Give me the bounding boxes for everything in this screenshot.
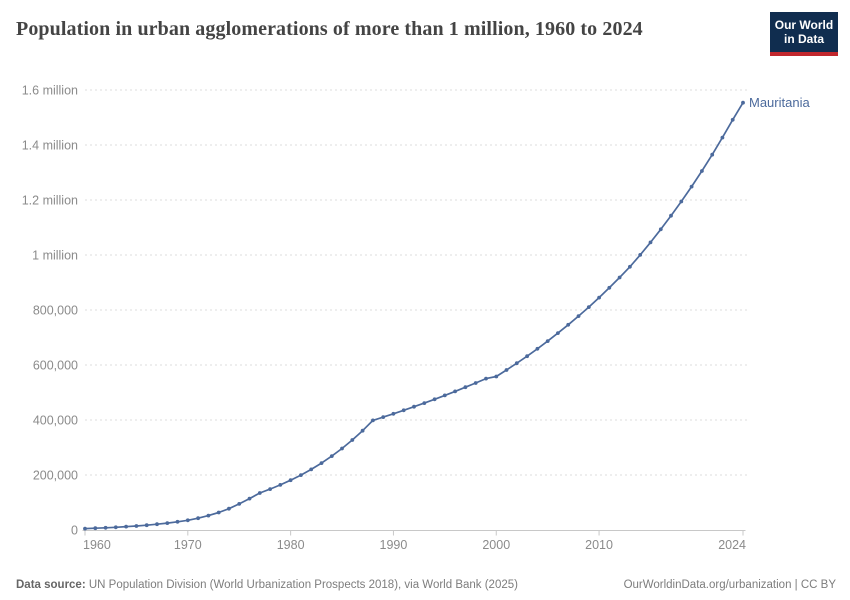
- data-point[interactable]: [134, 524, 139, 528]
- data-point[interactable]: [700, 169, 704, 173]
- data-source-text: UN Population Division (World Urbanizati…: [85, 579, 518, 591]
- data-point[interactable]: [319, 461, 324, 465]
- data-point[interactable]: [257, 491, 262, 495]
- x-tick-label: 2024: [718, 538, 746, 552]
- data-point[interactable]: [628, 264, 632, 269]
- data-point[interactable]: [545, 339, 550, 343]
- data-point[interactable]: [155, 522, 159, 527]
- data-point[interactable]: [566, 322, 571, 327]
- data-point[interactable]: [473, 381, 478, 385]
- x-tick-label: 1980: [277, 538, 305, 552]
- data-point[interactable]: [288, 478, 293, 483]
- data-point[interactable]: [504, 368, 509, 372]
- owid-license-link[interactable]: OurWorldinData.org/urbanization | CC BY: [623, 579, 836, 591]
- data-point[interactable]: [165, 521, 170, 525]
- data-point[interactable]: [741, 100, 745, 105]
- chart-canvas: 0 200,000 400,000 600,000 800,000 1 million 1.…: [22, 84, 811, 553]
- owid-logo-line2: in Data: [783, 32, 824, 47]
- data-point[interactable]: [227, 506, 231, 511]
- data-point[interactable]: [93, 526, 98, 531]
- data-point[interactable]: [216, 510, 221, 515]
- data-point[interactable]: [669, 213, 673, 218]
- data-point[interactable]: [720, 135, 725, 140]
- data-point[interactable]: [360, 428, 365, 433]
- data-point[interactable]: [422, 401, 427, 405]
- data-point[interactable]: [371, 418, 375, 423]
- data-point[interactable]: [494, 374, 499, 379]
- y-tick-label: 400,000: [33, 414, 78, 428]
- data-point[interactable]: [607, 285, 612, 290]
- data-point[interactable]: [113, 525, 118, 530]
- data-line-mauritania[interactable]: [84, 102, 744, 530]
- y-tick-label: 600,000: [33, 359, 78, 373]
- data-point[interactable]: [144, 523, 149, 528]
- y-tick-label: 1.4 million: [22, 139, 78, 153]
- data-point[interactable]: [412, 404, 416, 409]
- data-point[interactable]: [83, 526, 87, 531]
- x-tick-label: 2000: [482, 538, 510, 552]
- data-source-note: Data source: UN Population Division (Wor…: [16, 579, 518, 591]
- data-point[interactable]: [185, 518, 190, 523]
- data-point[interactable]: [391, 411, 396, 416]
- data-source-label: Data source:: [16, 579, 86, 591]
- data-point[interactable]: [658, 227, 663, 232]
- data-point[interactable]: [525, 354, 529, 359]
- data-point[interactable]: [103, 525, 108, 530]
- data-point[interactable]: [648, 240, 653, 245]
- x-tick-label: 1990: [380, 538, 408, 552]
- chart-title: Population in urban agglomerations of mo…: [16, 18, 643, 40]
- data-point[interactable]: [710, 152, 715, 157]
- data-point[interactable]: [689, 184, 694, 189]
- data-point[interactable]: [597, 295, 601, 300]
- data-point[interactable]: [463, 385, 468, 390]
- data-point[interactable]: [556, 331, 560, 335]
- data-point[interactable]: [247, 496, 252, 501]
- chart-footer: Data source: UN Population Division (Wor…: [16, 579, 836, 591]
- data-point[interactable]: [576, 314, 581, 318]
- data-point[interactable]: [730, 117, 735, 122]
- data-point[interactable]: [340, 446, 344, 451]
- data-point[interactable]: [638, 253, 643, 257]
- y-tick-label: 800,000: [33, 304, 78, 318]
- data-point[interactable]: [124, 524, 128, 529]
- data-point[interactable]: [299, 473, 303, 477]
- data-point[interactable]: [679, 199, 684, 204]
- data-point[interactable]: [442, 393, 447, 398]
- data-point[interactable]: [617, 275, 622, 280]
- series-label-mauritania[interactable]: Mauritania: [749, 95, 810, 110]
- x-tick-label: 1970: [174, 538, 202, 552]
- y-tick-label: 200,000: [33, 469, 78, 483]
- data-point[interactable]: [432, 397, 437, 402]
- data-point[interactable]: [278, 483, 283, 487]
- data-point[interactable]: [586, 305, 591, 309]
- y-tick-label: 0: [71, 524, 78, 538]
- owid-logo-line1: Our World: [774, 18, 834, 32]
- data-point[interactable]: [401, 408, 406, 413]
- data-point[interactable]: [535, 346, 540, 351]
- data-point[interactable]: [309, 467, 314, 472]
- y-tick-label: 1.2 million: [22, 194, 78, 208]
- y-tick-label: 1 million: [32, 249, 78, 263]
- data-point[interactable]: [350, 438, 355, 442]
- data-point[interactable]: [268, 487, 272, 491]
- x-tick-label: 2010: [585, 538, 613, 552]
- data-point[interactable]: [381, 415, 386, 419]
- data-point[interactable]: [329, 454, 334, 458]
- y-tick-label: 1.6 million: [22, 84, 78, 98]
- data-point[interactable]: [196, 516, 201, 521]
- data-point[interactable]: [175, 519, 180, 524]
- data-point[interactable]: [514, 361, 519, 366]
- x-tick-label: 1960: [83, 538, 111, 552]
- data-point[interactable]: [484, 376, 488, 381]
- data-point[interactable]: [237, 502, 242, 506]
- data-point[interactable]: [206, 513, 211, 518]
- owid-logo[interactable]: Our World in Data: [770, 12, 838, 56]
- data-point[interactable]: [453, 389, 457, 394]
